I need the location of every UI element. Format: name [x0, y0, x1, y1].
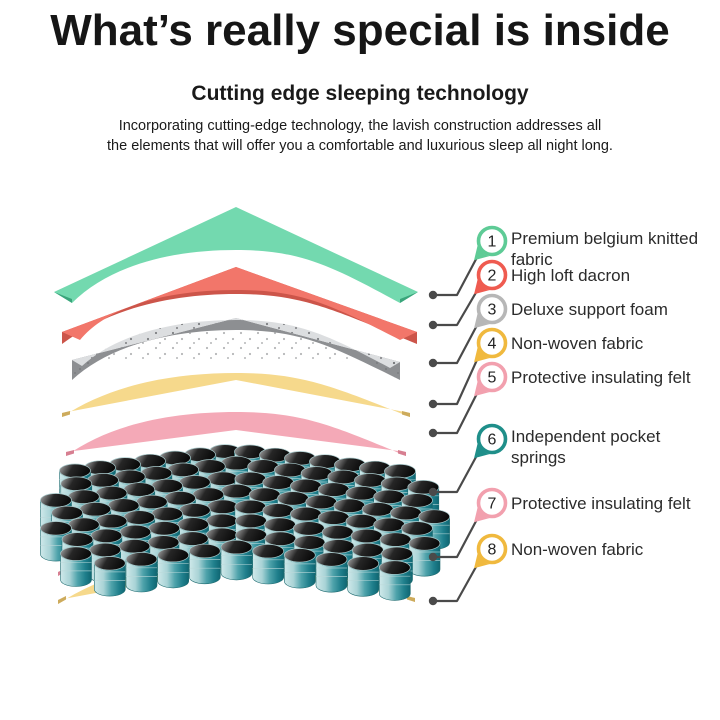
svg-text:2: 2 [488, 268, 497, 285]
svg-text:3: 3 [488, 302, 497, 319]
svg-text:6: 6 [488, 432, 497, 449]
svg-text:4: 4 [488, 336, 497, 353]
svg-text:8: 8 [488, 542, 497, 559]
svg-text:1: 1 [488, 234, 497, 251]
svg-text:7: 7 [488, 496, 497, 513]
svg-text:5: 5 [488, 370, 497, 387]
